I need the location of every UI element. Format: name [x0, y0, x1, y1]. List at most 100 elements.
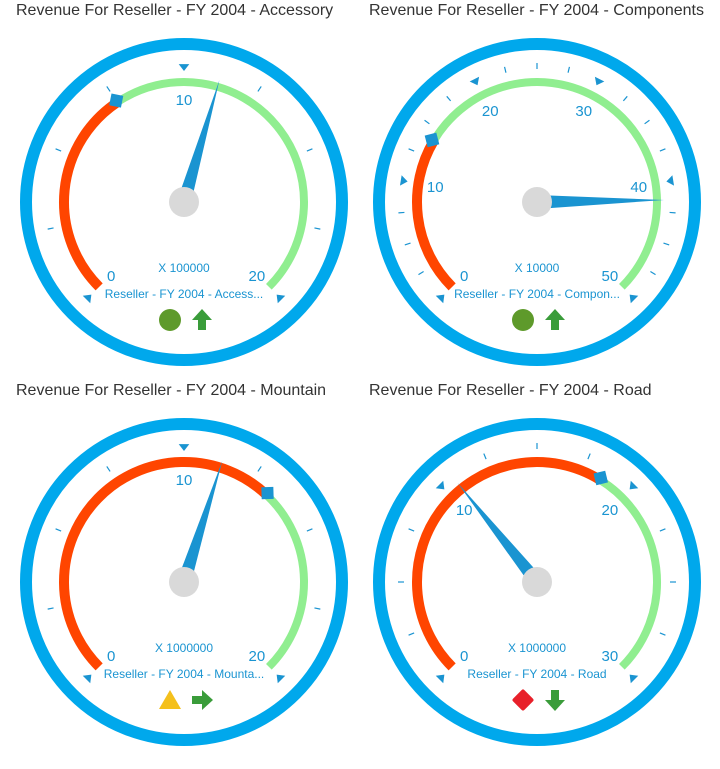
minor-tick [659, 148, 666, 152]
needle [536, 195, 664, 209]
arrow-up-icon [545, 309, 565, 330]
major-tick [629, 294, 639, 304]
tick-label: 20 [248, 648, 265, 665]
minor-tick [106, 86, 111, 92]
minor-tick [314, 227, 321, 230]
needle-hub [522, 187, 552, 217]
gauge-caption: Reseller - FY 2004 - Mounta... [104, 667, 265, 681]
major-tick [435, 480, 445, 490]
minor-tick [644, 119, 650, 125]
minor-tick [55, 528, 62, 532]
range-low [59, 98, 121, 291]
tick-label: 10 [456, 502, 473, 519]
gauge-caption: Reseller - FY 2004 - Road [467, 667, 606, 681]
major-tick [629, 674, 639, 684]
gauge-panel-components: Revenue For Reseller - FY 2004 - Compone… [369, 0, 720, 384]
gauge-title: Revenue For Reseller - FY 2004 - Mountai… [16, 382, 327, 399]
minor-tick [408, 528, 415, 532]
minor-tick [408, 148, 415, 152]
minor-tick [622, 95, 628, 102]
major-tick [276, 294, 286, 304]
triangle-icon [159, 690, 181, 709]
gauge-frame [20, 38, 348, 366]
tick-label: 30 [601, 648, 618, 665]
minor-tick [408, 632, 415, 636]
major-tick [82, 674, 92, 684]
minor-tick [587, 453, 591, 460]
gauge-road[interactable]: 0 10 20 30 X 1000000 Reseller - FY 2004 - Roa… [369, 380, 720, 764]
gauge-mountain[interactable]: 0 10 20 X 1000000 Reseller - FY 2004 - Mount… [16, 380, 368, 764]
target-marker [424, 132, 440, 148]
needle [177, 460, 223, 585]
major-tick [178, 444, 190, 451]
scale-label: X 10000 [515, 261, 560, 275]
gauge-frame [373, 38, 701, 366]
tick-label: 20 [601, 502, 618, 519]
tick-label: 0 [460, 268, 468, 285]
gauge-frame [20, 418, 348, 746]
minor-tick [47, 227, 54, 230]
circle-icon [512, 309, 534, 331]
minor-tick [483, 453, 487, 460]
minor-tick [424, 119, 430, 125]
major-tick [594, 76, 605, 86]
major-tick [82, 294, 92, 304]
gauge-components[interactable]: 0 10 20 30 40 50 X 10000 Reseller - FY 2004 - C… [369, 0, 720, 384]
major-tick [435, 674, 445, 684]
minor-tick [446, 95, 452, 102]
minor-tick [257, 86, 262, 92]
gauge-title: Revenue For Reseller - FY 2004 - Accesso… [16, 2, 334, 19]
minor-tick [314, 607, 321, 610]
tick-label: 20 [248, 268, 265, 285]
range-low [412, 457, 603, 671]
minor-tick [257, 466, 262, 472]
minor-tick [55, 148, 62, 152]
gauge-panel-accessory: Revenue For Reseller - FY 2004 - Accesso… [16, 0, 368, 384]
target-marker [109, 93, 124, 108]
tick-label: 40 [630, 179, 647, 196]
tick-label: 50 [601, 268, 618, 285]
circle-icon [159, 309, 181, 331]
range-high [115, 78, 308, 290]
target-marker [593, 470, 608, 486]
scale-label: X 1000000 [508, 641, 566, 655]
tick-label: 10 [176, 92, 193, 109]
gauge-accessory[interactable]: 0 10 20 X 100000 Reseller - FY 2004 - Access… [16, 0, 368, 384]
range-high [430, 78, 661, 290]
tick-label: 0 [460, 648, 468, 665]
scale-label: X 1000000 [155, 641, 213, 655]
minor-tick [567, 66, 571, 73]
major-tick [469, 76, 480, 86]
major-tick [666, 175, 675, 186]
minor-tick [650, 270, 656, 276]
arrow-down-icon [545, 690, 565, 711]
major-tick [399, 175, 408, 186]
tick-label: 20 [482, 103, 499, 120]
gauge-caption: Reseller - FY 2004 - Compon... [454, 287, 620, 301]
needle-hub [522, 567, 552, 597]
minor-tick [47, 607, 54, 610]
target-marker [261, 486, 274, 500]
major-tick [276, 674, 286, 684]
minor-tick [418, 270, 424, 276]
minor-tick [106, 466, 111, 472]
minor-tick [659, 528, 666, 532]
gauge-title: Revenue For Reseller - FY 2004 - Compone… [369, 2, 704, 19]
arrow-up-icon [192, 309, 212, 330]
major-tick [435, 294, 445, 304]
range-high [597, 476, 661, 670]
minor-tick [306, 528, 313, 532]
needle-hub [169, 567, 199, 597]
gauge-title: Revenue For Reseller - FY 2004 - Road [369, 382, 652, 399]
major-tick [629, 480, 639, 490]
scale-label: X 100000 [158, 261, 210, 275]
diamond-icon [512, 689, 534, 711]
tick-label: 0 [107, 268, 115, 285]
minor-tick [503, 66, 507, 73]
minor-tick [659, 632, 666, 636]
needle-hub [169, 187, 199, 217]
arrow-right-icon [192, 690, 213, 710]
needle [177, 80, 220, 204]
range-low [59, 456, 270, 671]
tick-label: 30 [575, 103, 592, 120]
